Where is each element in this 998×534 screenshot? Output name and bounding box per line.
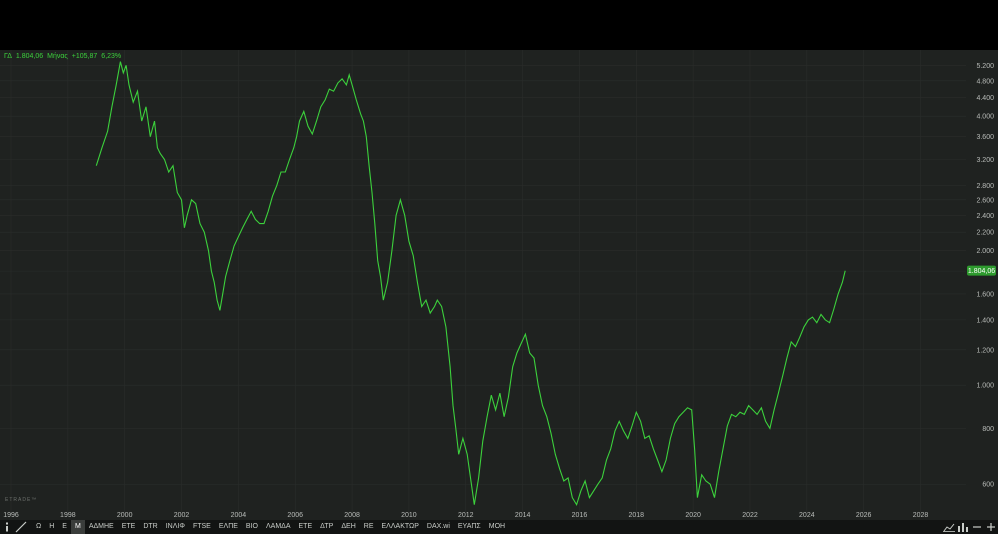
y-tick-label: 2.200 — [976, 230, 994, 237]
symbol-button[interactable]: ΛΑΜΔΑ — [265, 523, 291, 530]
y-axis: 6008001.0001.2001.4001.6001.8002.0002.20… — [976, 63, 994, 489]
x-axis: 1996 1998 2000 2002 2004 2006 2008 2010 2012 2014… — [3, 512, 928, 519]
legend-value: 1.804,06 — [15, 53, 44, 60]
zoom-out-icon[interactable] — [970, 520, 984, 534]
y-tick-label: 2.600 — [976, 197, 994, 204]
chart-legend: ΓΔ 1.804,06 Μήνας +105,87 6,23% — [4, 53, 125, 60]
toolbar-right — [942, 520, 998, 534]
x-tick-label: 2024 — [799, 512, 815, 519]
y-tick-label: 4.400 — [976, 95, 994, 102]
symbol-button[interactable]: DAX.wi — [426, 523, 450, 530]
interval-button[interactable]: Ω — [36, 523, 42, 530]
last-price-badge-bg — [967, 265, 996, 276]
symbol-button[interactable]: ΕΤΕ — [121, 523, 136, 530]
symbol-button[interactable]: ΕΤΕ — [298, 523, 313, 530]
y-tick-label: 800 — [982, 426, 994, 433]
x-tick-label: 2010 — [401, 512, 417, 519]
legend-period: Μήνας — [47, 53, 68, 60]
x-tick-label: 2026 — [856, 512, 872, 519]
price-chart[interactable]: 6008001.0001.2001.4001.6001.8002.0002.20… — [0, 50, 998, 520]
y-tick-label: 1.200 — [976, 347, 994, 354]
x-tick-label: 2004 — [231, 512, 247, 519]
y-tick-label: 2.800 — [976, 183, 994, 190]
last-price-label: 1.804,06 — [968, 268, 995, 275]
chart-type-icon[interactable] — [942, 520, 956, 534]
y-tick-label: 2.400 — [976, 213, 994, 220]
last-price-badge: 1.804,06 — [967, 265, 996, 276]
interval-button[interactable]: Ε — [62, 523, 67, 530]
x-tick-label: 2000 — [117, 512, 133, 519]
symbol-button[interactable]: DTR — [143, 523, 158, 530]
x-tick-label: 2018 — [629, 512, 645, 519]
y-tick-label: 3.200 — [976, 157, 994, 164]
x-tick-label: 2002 — [174, 512, 190, 519]
interval-button[interactable]: Η — [49, 523, 55, 530]
y-tick-label: 1.600 — [976, 291, 994, 298]
legend-change: +105,87 — [71, 53, 98, 60]
symbol-button[interactable]: ΕΛΛΑΚΤΩΡ — [381, 523, 419, 530]
top-black-bar — [0, 0, 998, 50]
x-tick-label: 2028 — [913, 512, 929, 519]
symbol-button[interactable]: ΕΛΠΕ — [218, 523, 238, 530]
symbol-button[interactable]: ΑΔΜΗΕ — [88, 523, 114, 530]
watermark-logo: ETRADE™ — [5, 497, 38, 503]
price-line-series — [95, 61, 846, 507]
bar-chart-icon[interactable] — [956, 520, 970, 534]
symbol-button[interactable]: ΔΤΡ — [320, 523, 334, 530]
symbol-button[interactable]: ΜΟΗ — [488, 523, 506, 530]
x-tick-label: 2014 — [515, 512, 531, 519]
x-tick-label: 2020 — [685, 512, 701, 519]
symbol-button[interactable]: RE — [363, 523, 374, 530]
y-tick-label: 1.400 — [976, 317, 994, 324]
x-tick-label: 2008 — [344, 512, 360, 519]
y-tick-label: 1.000 — [976, 383, 994, 390]
legend-change-pct: 6,23% — [101, 53, 122, 60]
x-tick-label: 2012 — [458, 512, 474, 519]
x-tick-label: 1998 — [60, 512, 76, 519]
y-tick-label: 4.000 — [976, 114, 994, 121]
info-icon[interactable] — [0, 520, 14, 534]
x-tick-label: 2006 — [287, 512, 303, 519]
grid — [0, 50, 966, 512]
zoom-in-icon[interactable] — [984, 520, 998, 534]
symbol-button[interactable]: ΕΥΑΠΣ — [457, 523, 481, 530]
symbol-quick-list: ΑΔΜΗΕ ΕΤΕ DTR ΙΝΛΙΦ FTSE ΕΛΠΕ ΒΙΟ ΛΑΜΔΑ ΕΤΕ ΔΤΡ ΔΕ… — [85, 520, 509, 534]
symbol-button[interactable]: FTSE — [192, 523, 211, 530]
x-tick-label: 2016 — [572, 512, 588, 519]
y-tick-label: 600 — [982, 482, 994, 489]
y-tick-label: 4.800 — [976, 78, 994, 85]
symbol-button[interactable]: ΒΙΟ — [245, 523, 258, 530]
interval-button[interactable]: Μ — [70, 520, 85, 534]
chart-svg[interactable]: 6008001.0001.2001.4001.6001.8002.0002.20… — [0, 50, 998, 520]
symbol-button[interactable]: ΙΝΛΙΦ — [165, 523, 185, 530]
symbol-button[interactable]: ΔΕΗ — [341, 523, 356, 530]
draw-line-icon[interactable] — [14, 520, 28, 534]
y-tick-label: 2.000 — [976, 248, 994, 255]
legend-symbol: ΓΔ — [4, 53, 12, 60]
x-tick-label: 2022 — [742, 512, 758, 519]
x-tick-label: 1996 — [3, 512, 19, 519]
y-tick-label: 5.200 — [976, 63, 994, 70]
y-tick-label: 3.600 — [976, 134, 994, 141]
